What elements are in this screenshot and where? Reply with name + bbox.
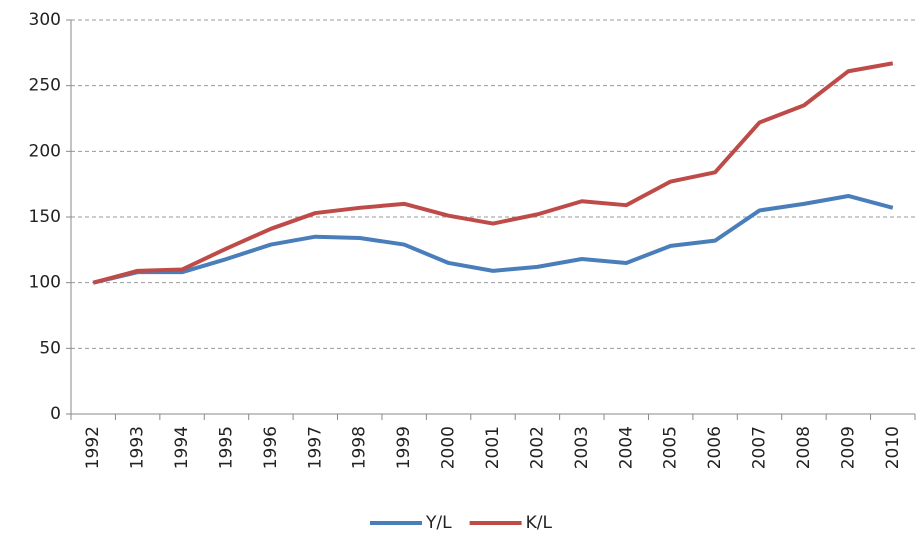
x-tick-label: 2000 xyxy=(439,426,459,469)
y-tick-label: 0 xyxy=(50,404,61,424)
x-tick-label: 2006 xyxy=(705,426,725,469)
x-tick-label: 2005 xyxy=(661,426,681,469)
x-tick-label: 1999 xyxy=(394,426,414,469)
y-tick-label: 100 xyxy=(29,273,61,293)
x-tick-label: 2007 xyxy=(750,426,770,469)
y-tick-label: 150 xyxy=(29,207,61,227)
x-tick-label: 1995 xyxy=(216,426,236,469)
x-tick-label: 1998 xyxy=(350,426,370,469)
x-tick-label: 2003 xyxy=(572,426,592,469)
series-line xyxy=(92,193,894,285)
x-tick-label: 2001 xyxy=(483,426,503,469)
x-tick-label: 1993 xyxy=(128,426,148,469)
x-tick-label: 2004 xyxy=(616,426,636,469)
x-tick-label: 1996 xyxy=(261,426,281,469)
legend-label: K/L xyxy=(526,513,553,533)
x-tick-label: 2002 xyxy=(527,426,547,469)
y-tick-label: 50 xyxy=(39,338,61,358)
series-line xyxy=(92,61,894,285)
x-tick-label: 1994 xyxy=(172,426,192,469)
x-tick-label: 1997 xyxy=(305,426,325,469)
y-tick-label: 250 xyxy=(29,76,61,96)
x-tick-label: 2008 xyxy=(794,426,814,469)
y-tick-label: 300 xyxy=(29,10,61,30)
x-tick-label: 2009 xyxy=(838,426,858,469)
legend-label: Y/L xyxy=(425,513,452,533)
x-tick-label: 1992 xyxy=(83,426,103,469)
x-tick-label: 2010 xyxy=(883,426,903,469)
y-tick-label: 200 xyxy=(29,141,61,161)
